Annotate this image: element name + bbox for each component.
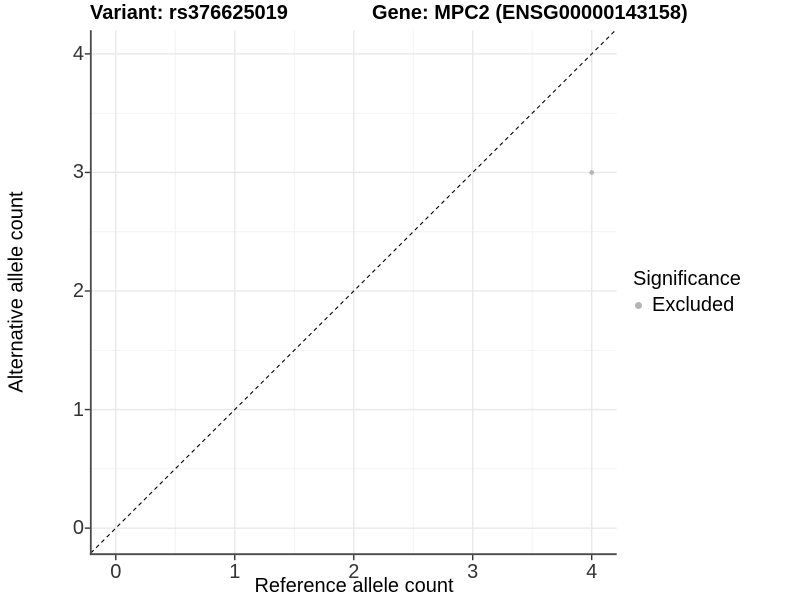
identity-dashed-line	[90, 28, 618, 554]
legend-item-excluded: Excluded	[633, 293, 741, 317]
y-tick-label: 4	[72, 42, 84, 65]
x-tick-label: 3	[467, 561, 479, 583]
legend: Significance Excluded	[633, 267, 741, 317]
x-tick-label: 1	[229, 561, 241, 583]
x-tick-label: 0	[110, 561, 122, 583]
legend-title: Significance	[633, 268, 741, 290]
plot-title-variant: Variant: rs376625019	[90, 2, 288, 24]
legend-point-icon	[635, 301, 642, 309]
x-axis-title: Reference allele count	[254, 575, 454, 597]
y-tick-label: 0	[72, 517, 84, 540]
y-tick-label: 1	[72, 398, 84, 421]
y-tick-label: 2	[72, 280, 84, 302]
data-point	[589, 170, 595, 175]
x-tick-label: 2	[348, 561, 360, 583]
y-tick-label: 3	[72, 161, 84, 184]
legend-item-label: Excluded	[652, 294, 735, 316]
x-tick-label: 4	[586, 561, 598, 583]
y-axis-title: Alternative allele count	[5, 191, 28, 393]
plot-title-gene: Gene: MPC2 (ENSG00000143158)	[372, 2, 688, 24]
